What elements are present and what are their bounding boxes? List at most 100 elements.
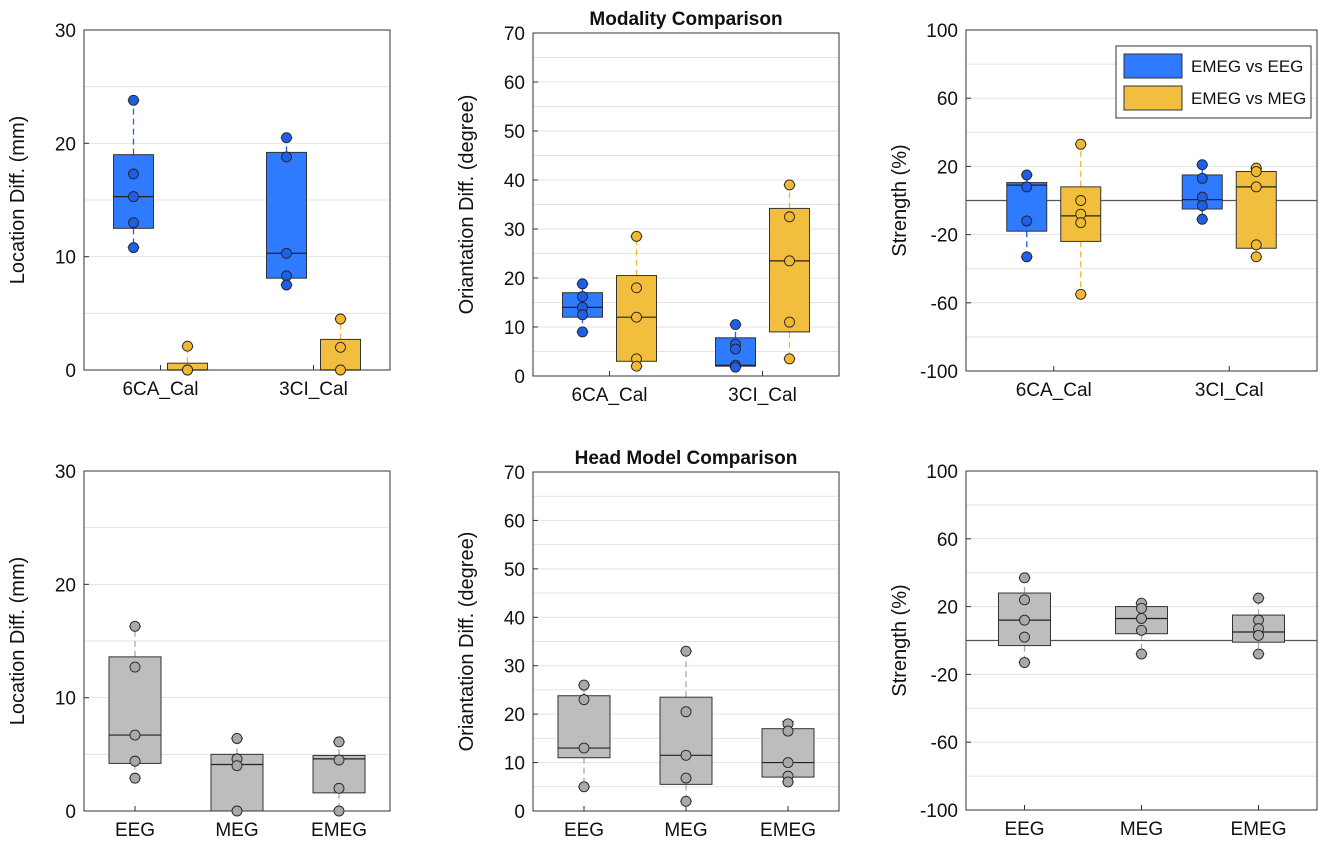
data-point <box>680 706 692 718</box>
data-point <box>680 645 692 657</box>
y-tick-label: 0 <box>65 361 76 382</box>
panel-p5: 0 10 20 30 40 50 60 70 EEG MEG EMEG Oriantation Dif… <box>456 448 840 841</box>
y-tick-label: 20 <box>504 269 525 290</box>
x-tick-label: EEG <box>564 820 604 841</box>
x-tick-label: 3CI_Cal <box>728 385 797 406</box>
data-point <box>129 772 141 784</box>
data-point <box>281 270 292 282</box>
axes-frame <box>83 29 391 371</box>
data-point <box>1196 159 1208 171</box>
box-gray-1 <box>1115 597 1168 660</box>
x-tick-label: EEG <box>115 820 155 841</box>
data-point <box>782 776 794 788</box>
data-point <box>1019 614 1030 626</box>
x-tick-label: 6CA_Cal <box>122 379 198 400</box>
box-body <box>266 151 307 279</box>
y-axis-label: Strength (%) <box>889 144 911 256</box>
y-axis-label: Oriantation Diff. (degree) <box>456 532 478 752</box>
data-point <box>784 255 795 267</box>
box-gold-0 <box>167 340 208 376</box>
box-blue-0 <box>113 94 154 254</box>
legend-label: EMEG vs MEG <box>1191 89 1306 108</box>
data-point <box>631 230 642 242</box>
data-point <box>1253 648 1264 660</box>
data-point <box>231 760 243 772</box>
data-point <box>335 364 346 376</box>
data-point <box>1075 195 1087 206</box>
data-point <box>1196 172 1208 184</box>
data-point <box>333 805 345 817</box>
data-point <box>1250 166 1262 177</box>
data-point <box>1136 624 1147 636</box>
panel-p3: -100 -60 -20 20 60 100 6CA_Cal 3CI_Cal Strength … <box>889 21 1318 401</box>
panel-p4: 0 10 20 30 EEG MEG EMEG Location Diff. (mm) <box>7 462 391 841</box>
y-tick-label: 0 <box>65 802 76 823</box>
data-point <box>281 279 292 291</box>
box-body <box>769 207 810 333</box>
legend-label: EMEG vs EEG <box>1191 57 1303 76</box>
box-gold-1 <box>769 179 810 365</box>
data-point <box>1075 138 1087 150</box>
x-tick-label: 3CI_Cal <box>279 379 348 400</box>
y-tick-label: 20 <box>937 598 958 619</box>
box-gold-0 <box>1060 138 1102 300</box>
data-point <box>784 211 795 223</box>
data-point <box>1136 613 1147 624</box>
y-tick-label: -100 <box>920 801 958 822</box>
data-point <box>1253 592 1264 604</box>
data-point <box>730 319 741 330</box>
data-point <box>333 754 345 766</box>
data-point <box>1019 594 1030 606</box>
data-point <box>1021 251 1033 263</box>
y-tick-label: 60 <box>937 89 958 110</box>
x-tick-label: MEG <box>664 820 707 841</box>
y-tick-label: 30 <box>55 21 76 42</box>
y-tick-label: 50 <box>504 560 525 581</box>
data-point <box>577 309 588 321</box>
data-point <box>182 340 193 352</box>
legend: EMEG vs EEG EMEG vs MEG <box>1115 45 1312 119</box>
x-tick-label: EEG <box>1004 819 1044 840</box>
box-body <box>108 656 162 764</box>
x-tick-label: MEG <box>215 820 258 841</box>
y-tick-label: 60 <box>504 73 525 94</box>
data-point <box>128 217 139 229</box>
data-point <box>782 757 794 769</box>
y-axis-label: Location Diff. (mm) <box>7 557 29 726</box>
box-blue-1 <box>266 132 307 291</box>
box-blue-1 <box>1181 159 1223 225</box>
x-tick-label: 3CI_Cal <box>1195 380 1264 401</box>
data-point <box>1250 239 1262 251</box>
data-point <box>784 316 795 328</box>
y-tick-label: 20 <box>937 157 958 178</box>
y-tick-label: 10 <box>504 754 525 775</box>
axes-frame <box>965 29 1318 372</box>
chart-title: Head Model Comparison <box>575 448 798 469</box>
data-point <box>1075 288 1087 300</box>
data-point <box>1019 631 1030 643</box>
data-point <box>680 772 692 784</box>
y-tick-label: 60 <box>937 530 958 551</box>
y-tick-label: 100 <box>926 462 958 483</box>
data-point <box>578 742 590 754</box>
data-point <box>1021 215 1033 227</box>
y-tick-label: 70 <box>504 24 525 45</box>
data-point <box>129 620 141 632</box>
panel-p1: 0 10 20 30 6CA_Cal 3CI_Cal Location Diff. (mm) <box>7 21 391 400</box>
panel-p6: -100 -60 -20 20 60 100 EEG MEG EMEG Strength (%) <box>889 462 1318 840</box>
data-point <box>577 278 588 290</box>
x-tick-label: MEG <box>1120 819 1163 840</box>
y-tick-label: 20 <box>55 575 76 596</box>
y-tick-label: 0 <box>514 367 525 388</box>
data-point <box>128 242 139 254</box>
data-point <box>578 781 590 793</box>
data-point <box>129 729 141 741</box>
x-tick-label: EMEG <box>311 820 367 841</box>
box-gold-1 <box>1235 162 1277 263</box>
data-point <box>128 94 139 106</box>
data-point <box>1253 629 1264 641</box>
data-point <box>631 360 642 372</box>
y-tick-label: 10 <box>55 689 76 710</box>
y-tick-label: -20 <box>931 226 958 247</box>
